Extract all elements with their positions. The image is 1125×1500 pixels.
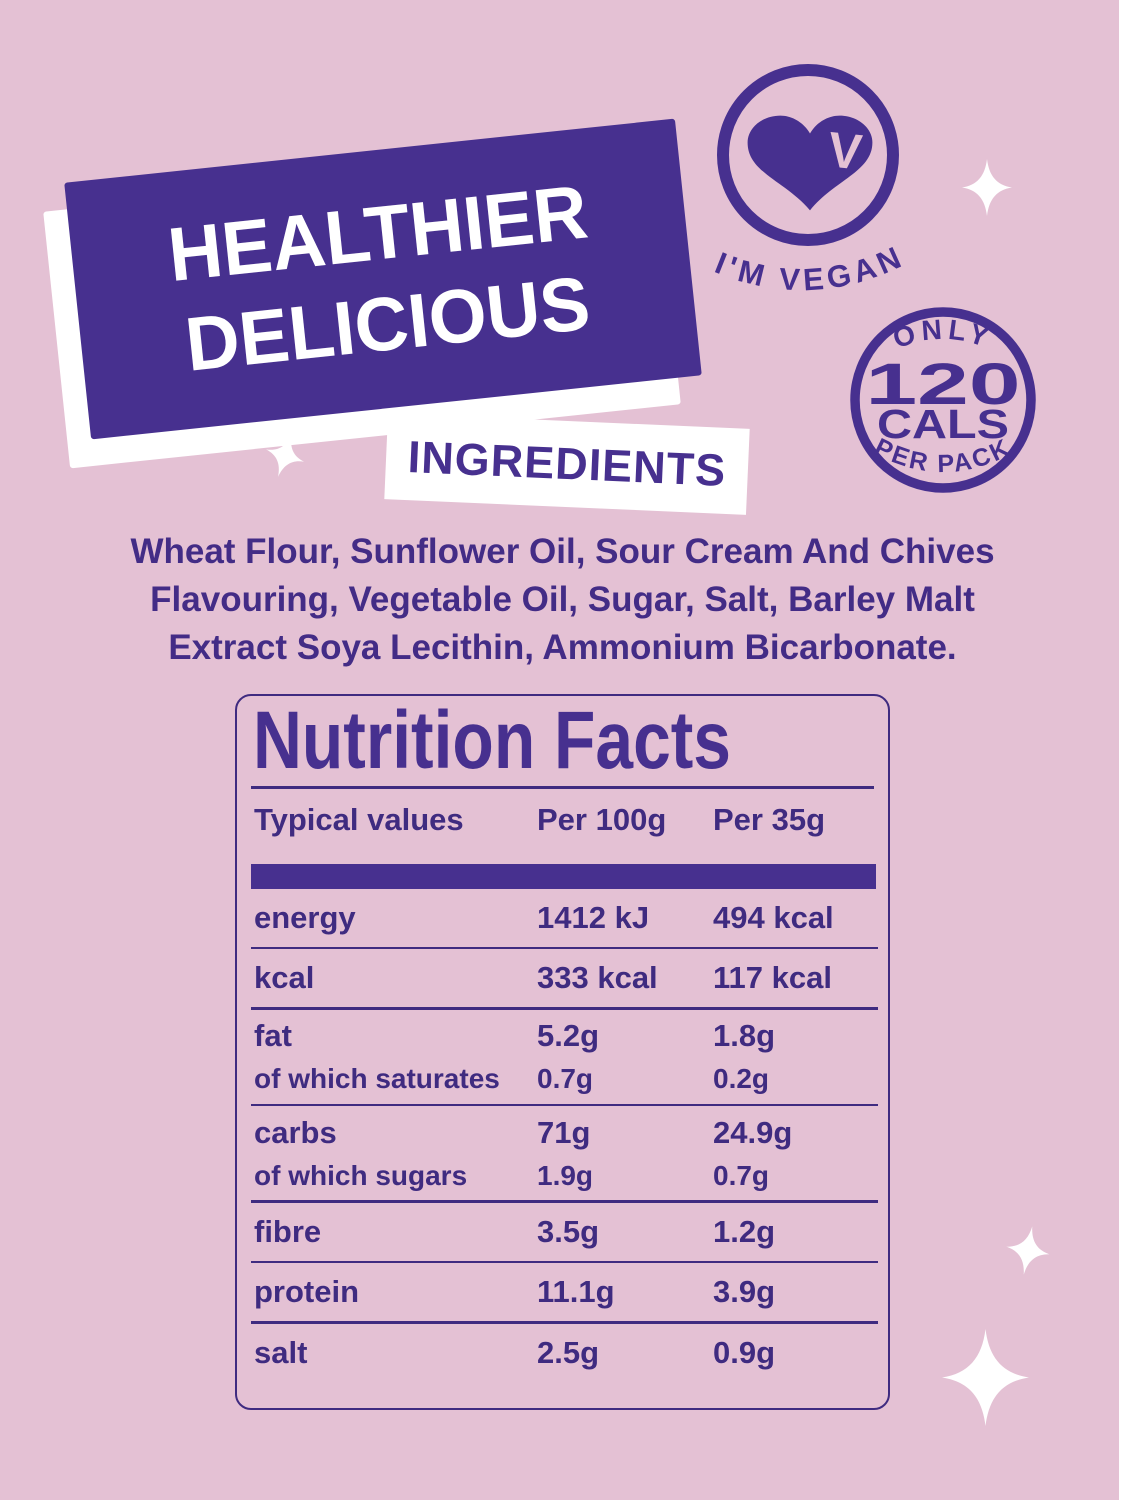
vegan-badge-ring <box>717 64 899 246</box>
table-row-fibre: fibre 3.5g 1.2g <box>237 1203 888 1261</box>
calorie-badge: ONLY 120 CALS PER PACK <box>850 307 1036 493</box>
sparkle-icon <box>265 434 305 477</box>
calorie-unit-label: CALS <box>877 401 1009 447</box>
right-edge-strip <box>1119 0 1125 1500</box>
column-header-typical-values: Typical values <box>254 801 464 837</box>
column-header-per-35g: Per 35g <box>713 801 826 837</box>
ingredients-heading: INGREDIENTS <box>406 431 728 496</box>
row-value-per-35g: 494 kcal <box>713 899 834 935</box>
row-value-per-35g: 24.9g <box>713 1114 793 1150</box>
row-value-per-100g: 11.1g <box>537 1274 615 1309</box>
table-row-carbs: carbs 71g 24.9g of which sugars 1.9g 0.7… <box>237 1106 888 1200</box>
vegan-badge: V I'M VEGAN <box>710 64 906 298</box>
row-divider <box>251 1103 878 1106</box>
table-row-salt: salt 2.5g 0.9g <box>237 1324 888 1382</box>
row-value-per-100g: 2.5g <box>537 1334 600 1370</box>
ingredients-line: Flavouring, Vegetable Oil, Sugar, Salt, … <box>150 580 975 619</box>
svg-text:Nutrition Facts: Nutrition Facts <box>253 695 731 786</box>
row-value-per-100g: 71g <box>537 1114 591 1150</box>
row-label: salt <box>254 1334 308 1370</box>
row-divider <box>251 1200 878 1203</box>
vegan-v-letter: V <box>825 121 865 180</box>
row-label: protein <box>254 1274 360 1309</box>
column-header-per-100g: Per 100g <box>537 801 667 837</box>
table-row-kcal: kcal 333 kcal 117 kcal <box>237 949 888 1007</box>
heart-icon <box>747 115 873 211</box>
row-value-per-35g: 1.2g <box>713 1213 776 1249</box>
row-sub-label: of which sugars <box>254 1159 468 1191</box>
row-value-per-35g: 1.8g <box>713 1018 776 1053</box>
table-row-energy: energy 1412 kJ 494 kcal <box>237 889 888 947</box>
row-value-per-100g: 5.2g <box>537 1018 600 1053</box>
row-sub-value-per-100g: 0.7g <box>537 1063 594 1094</box>
row-value-per-35g: 117 kcal <box>713 960 832 995</box>
row-value-per-35g: 0.9g <box>713 1334 776 1370</box>
row-sub-label: of which saturates <box>254 1063 500 1094</box>
calorie-badge-top-label: ONLY <box>889 313 997 354</box>
nutrition-facts-panel: Nutrition Facts Typical values Per 100g … <box>235 694 890 1410</box>
row-sub-value-per-35g: 0.2g <box>713 1063 770 1094</box>
row-label: kcal <box>254 960 315 995</box>
title-divider <box>251 786 874 789</box>
row-label: fibre <box>254 1213 322 1249</box>
sparkle-icon <box>942 1329 1029 1426</box>
calorie-count: 120 <box>866 352 1021 417</box>
row-label: energy <box>254 899 356 935</box>
row-divider <box>251 1007 878 1010</box>
ingredients-line: Wheat Flour, Sunflower Oil, Sour Cream A… <box>130 532 995 571</box>
row-value-per-100g: 3.5g <box>537 1213 600 1249</box>
row-label: carbs <box>254 1114 337 1150</box>
table-row-protein: protein 11.1g 3.9g <box>237 1263 888 1321</box>
row-sub-value-per-35g: 0.7g <box>713 1159 770 1191</box>
row-divider <box>251 1321 878 1324</box>
ingredients-text: Wheat Flour, Sunflower Oil, Sour Cream A… <box>40 528 1085 672</box>
ingredients-line: Extract Soya Lecithin, Ammonium Bicarbon… <box>168 628 957 667</box>
row-value-per-100g: 333 kcal <box>537 960 658 995</box>
table-row-fat: fat 5.2g 1.8g of which saturates 0.7g 0.… <box>237 1010 888 1104</box>
ingredients-heading-banner: INGREDIENTS <box>384 413 750 515</box>
row-value-per-35g: 3.9g <box>713 1274 776 1309</box>
sparkle-icon <box>962 159 1012 216</box>
header-thick-bar <box>251 863 876 889</box>
row-divider <box>251 1260 878 1263</box>
table-header-row: Typical values Per 100g Per 35g <box>237 789 888 851</box>
row-sub-value-per-100g: 1.9g <box>537 1159 594 1191</box>
row-label: fat <box>254 1018 292 1053</box>
nutrition-facts-title: Nutrition Facts <box>253 695 731 786</box>
calorie-badge-ring <box>850 307 1036 493</box>
row-divider <box>251 946 878 949</box>
sparkle-icon <box>1006 1226 1050 1275</box>
row-value-per-100g: 1412 kJ <box>537 899 650 935</box>
